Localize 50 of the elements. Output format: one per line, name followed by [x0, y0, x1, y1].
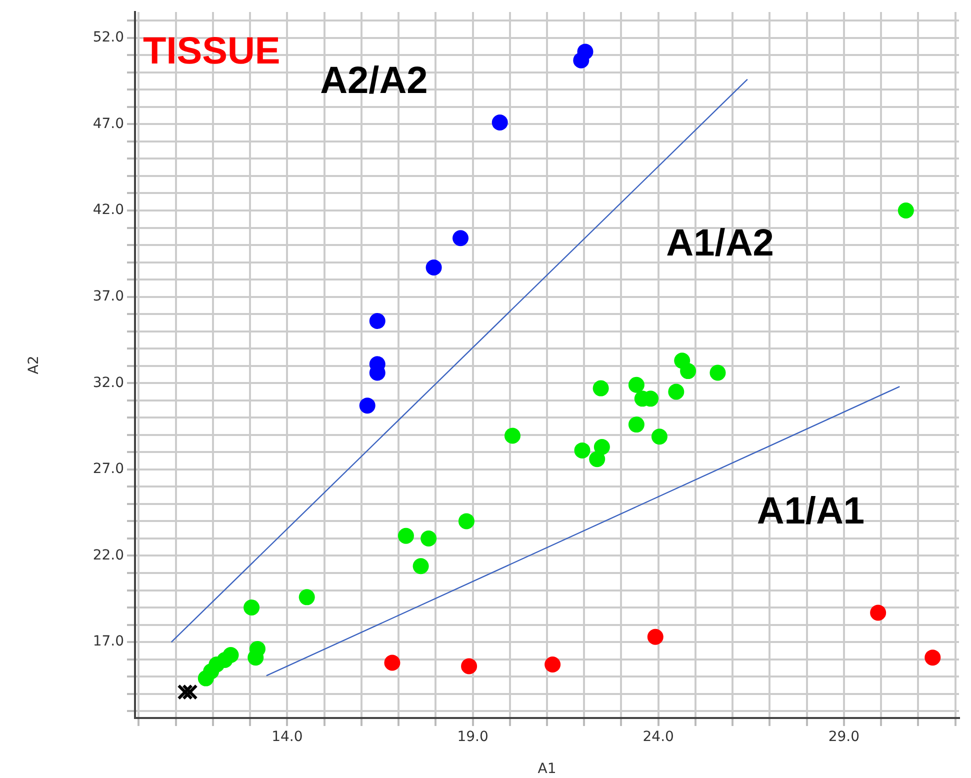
text: TISSUE [143, 30, 280, 72]
point [452, 230, 469, 246]
point [594, 438, 610, 455]
y-tick-label: 27.0 [92, 461, 124, 478]
point [870, 604, 886, 621]
point [628, 416, 644, 433]
point [412, 558, 429, 574]
point [647, 628, 664, 645]
y-axis-title: A2 [26, 356, 42, 374]
point [504, 428, 520, 444]
point [592, 380, 609, 396]
point [573, 52, 590, 68]
point [492, 114, 508, 130]
y-tick-label: 47.0 [92, 116, 124, 132]
point [244, 600, 260, 616]
point [458, 513, 474, 530]
x-tick-label: 19.0 [457, 729, 488, 746]
x-tick-label: 29.0 [828, 729, 860, 746]
annotation: A2/A2 [320, 60, 428, 102]
point [426, 259, 442, 276]
y-tick-label: 42.0 [92, 202, 124, 218]
point [398, 528, 414, 544]
point [420, 530, 437, 546]
point [298, 589, 315, 606]
point [574, 442, 590, 458]
x-tick-label: 24.0 [642, 729, 674, 746]
point [680, 363, 696, 380]
point [710, 364, 726, 381]
y-tick-label: 17.0 [92, 634, 124, 650]
point [589, 451, 606, 468]
x-tick-label: 14.0 [272, 729, 303, 746]
point [651, 428, 668, 445]
point [384, 654, 400, 671]
point [369, 312, 386, 329]
point [628, 376, 644, 393]
point [924, 650, 941, 666]
annotation: A1/A2 [666, 222, 774, 264]
point [668, 384, 684, 400]
point [359, 398, 376, 414]
y-tick-label: 52.0 [92, 30, 124, 46]
y-tick-label: 37.0 [92, 288, 124, 304]
point [544, 656, 561, 672]
point [461, 658, 478, 674]
y-tick-label: 32.0 [92, 374, 124, 391]
y-tick-label: 22.0 [92, 547, 124, 564]
x-axis-title: A1 [538, 761, 556, 778]
annotation: A1/A1 [756, 490, 865, 533]
point [248, 650, 264, 666]
point [898, 202, 914, 219]
point [198, 670, 214, 686]
